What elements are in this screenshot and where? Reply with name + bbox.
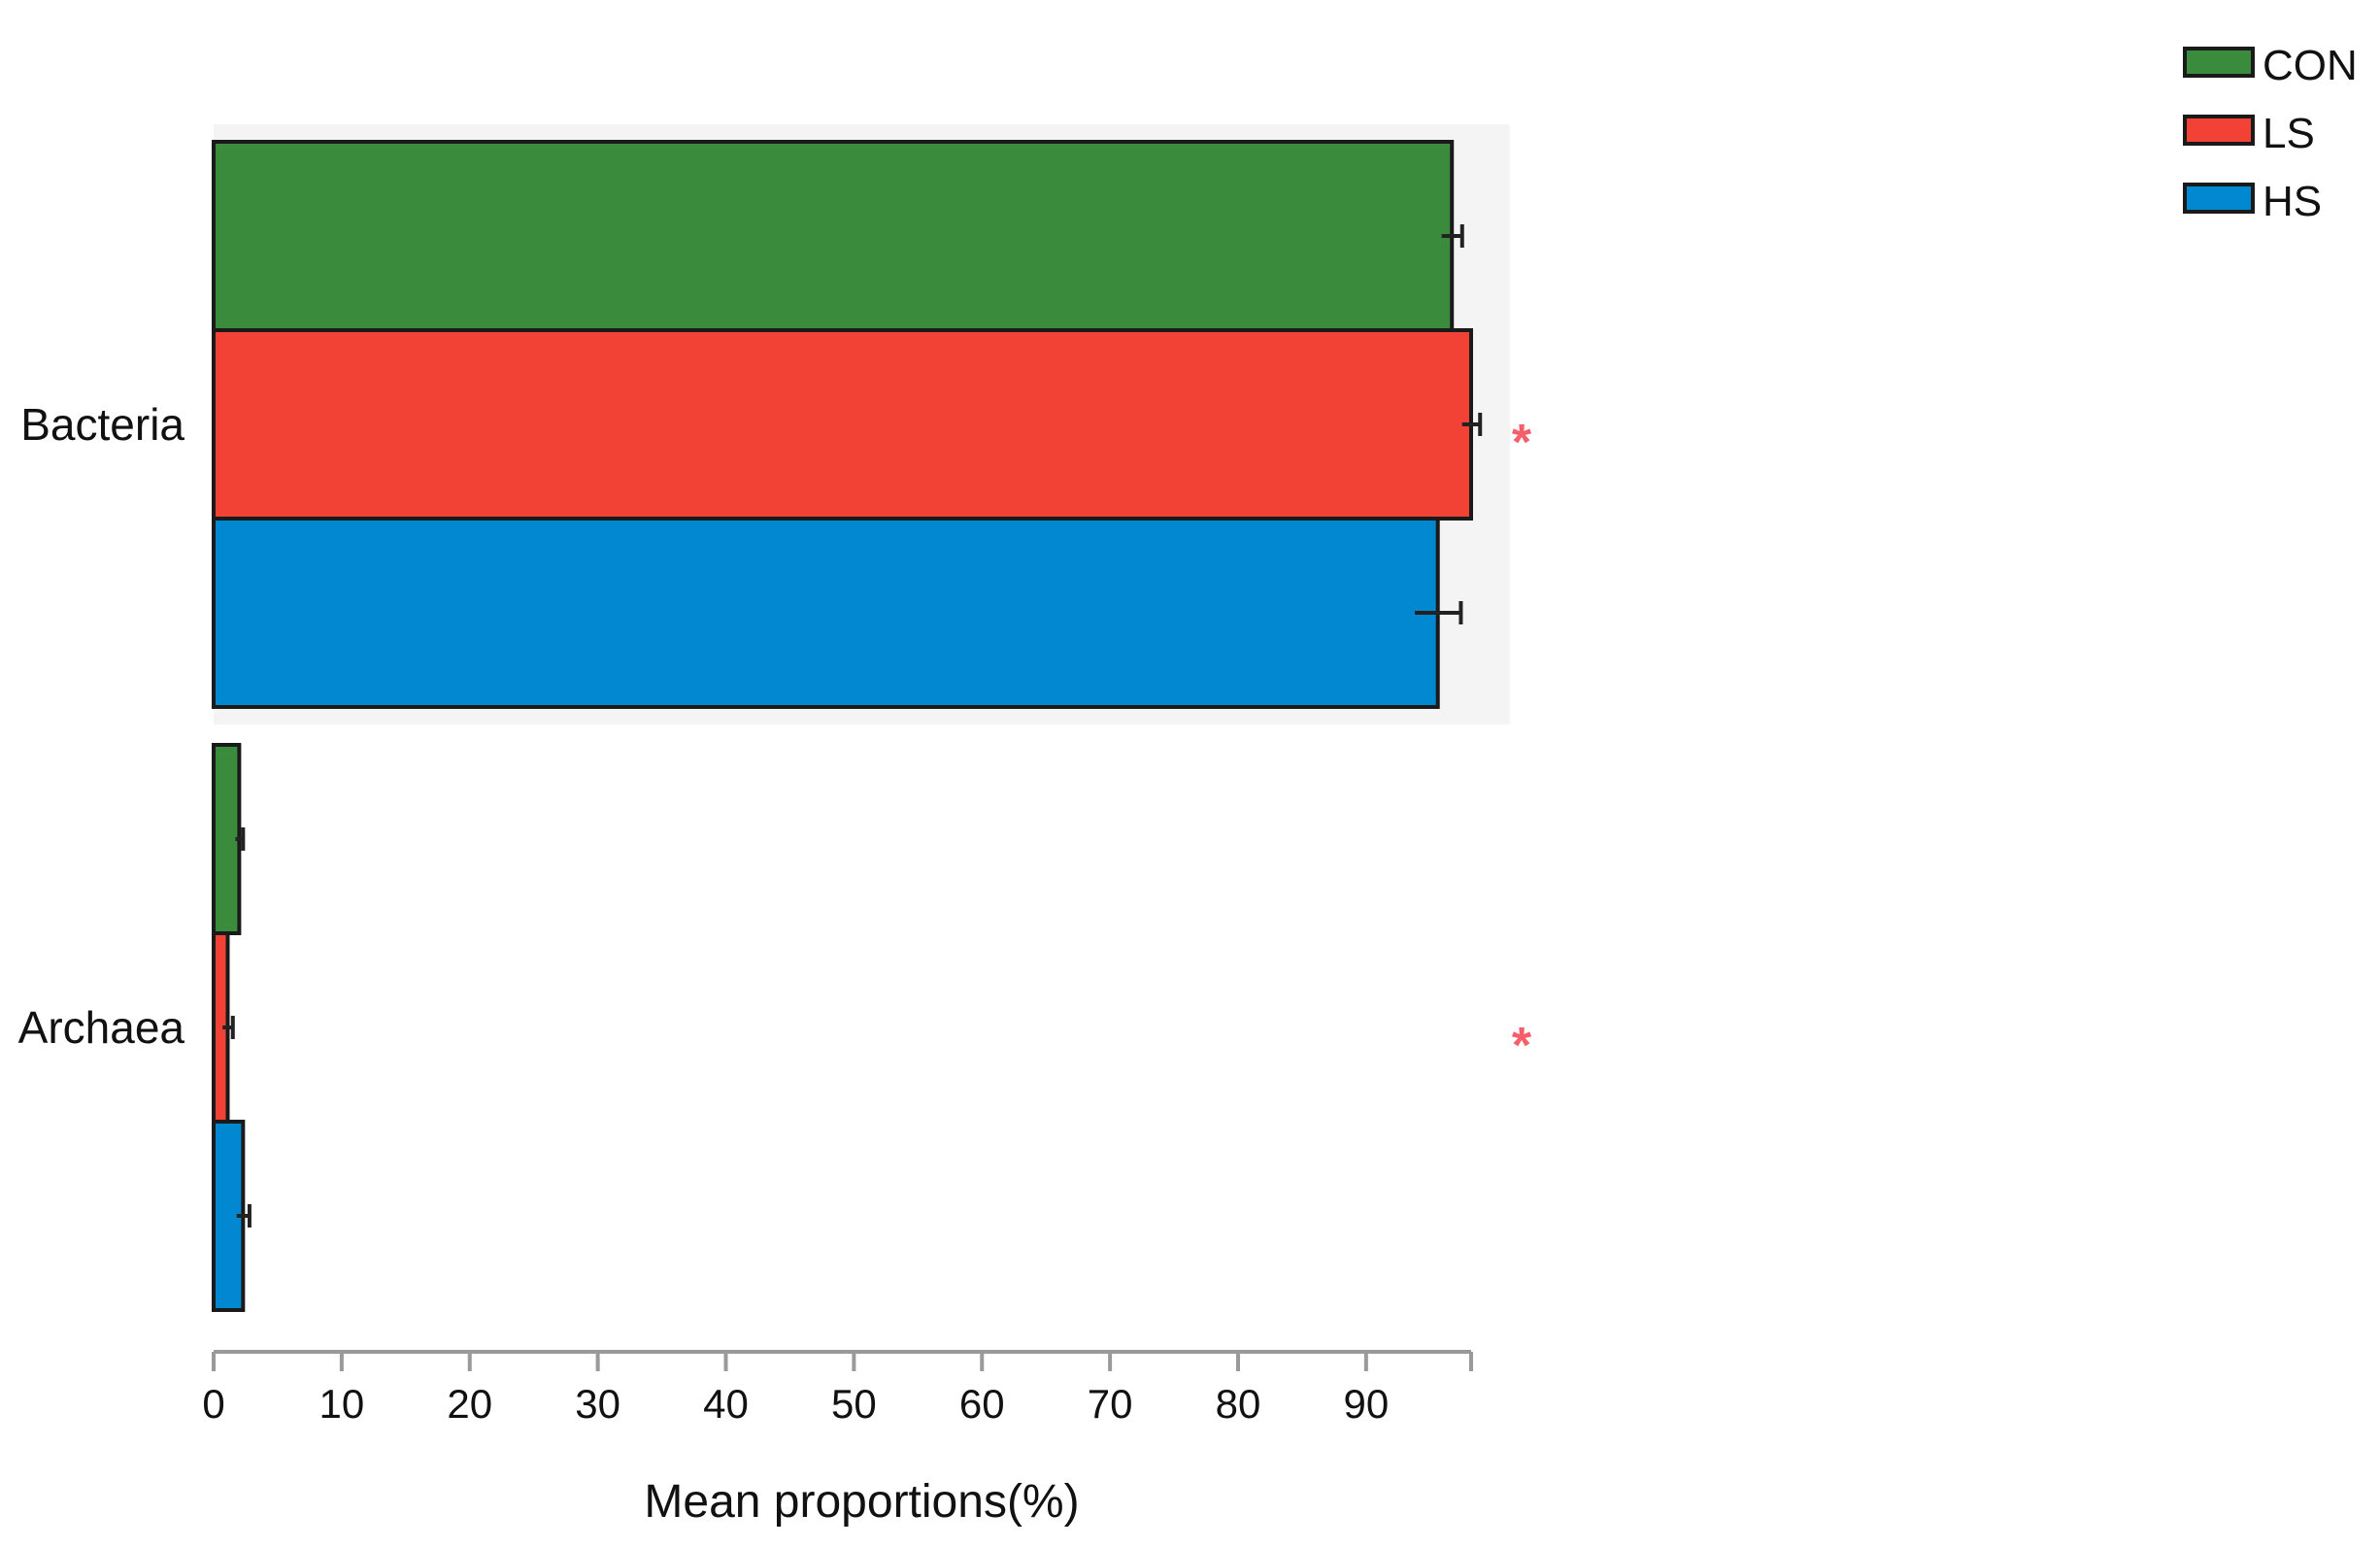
legend-item-con: CON — [2183, 42, 2358, 89]
x-tick-label-30: 30 — [575, 1381, 620, 1427]
legend: CON LS HS — [2183, 42, 2358, 225]
legend-label-con: CON — [2263, 42, 2358, 89]
bar-bacteria-con — [212, 140, 1455, 332]
x-axis-title: Mean proportions(%) — [644, 1476, 1079, 1528]
legend-item-ls: LS — [2183, 110, 2315, 157]
legend-label-hs: HS — [2263, 178, 2322, 225]
bar-archaea-con — [212, 743, 242, 935]
x-tick-label-10: 10 — [319, 1381, 365, 1427]
error-bar-bacteria-ls — [1461, 413, 1483, 436]
error-bar-archaea-ls — [222, 1016, 235, 1039]
error-bar-archaea-con — [235, 827, 246, 851]
significance-marker-archaea: * — [1512, 1018, 1532, 1074]
category-label-archaea: Archaea — [18, 1002, 185, 1053]
legend-swatch-con — [2183, 47, 2255, 78]
x-tick-label-90: 90 — [1344, 1381, 1390, 1427]
significance-markers: ** — [1512, 415, 1532, 1074]
x-tick-label-20: 20 — [447, 1381, 492, 1427]
error-bar-archaea-hs — [236, 1204, 251, 1228]
bar-bacteria-ls — [212, 328, 1473, 521]
legend-swatch-hs — [2183, 183, 2255, 214]
x-axis: 0 10 20 30 40 50 60 70 80 90 — [202, 1350, 1473, 1427]
error-bar-bacteria-hs — [1414, 601, 1463, 624]
x-tick-label-40: 40 — [703, 1381, 749, 1427]
category-labels: Bacteria Archaea — [18, 399, 185, 1053]
x-tick-label-50: 50 — [831, 1381, 877, 1427]
significance-marker-bacteria: * — [1512, 415, 1532, 471]
x-tick-label-0: 0 — [202, 1381, 224, 1427]
error-bar-bacteria-con — [1441, 224, 1464, 248]
legend-item-hs: HS — [2183, 178, 2322, 225]
legend-label-ls: LS — [2263, 110, 2315, 157]
error-bars-layer — [222, 224, 1483, 1228]
bars-layer — [212, 140, 1473, 1312]
legend-swatch-ls — [2183, 115, 2255, 146]
x-tick-label-80: 80 — [1216, 1381, 1261, 1427]
x-tick-label-60: 60 — [959, 1381, 1005, 1427]
x-tick-label-70: 70 — [1088, 1381, 1133, 1427]
category-label-bacteria: Bacteria — [20, 399, 184, 450]
bar-bacteria-hs — [212, 517, 1440, 709]
